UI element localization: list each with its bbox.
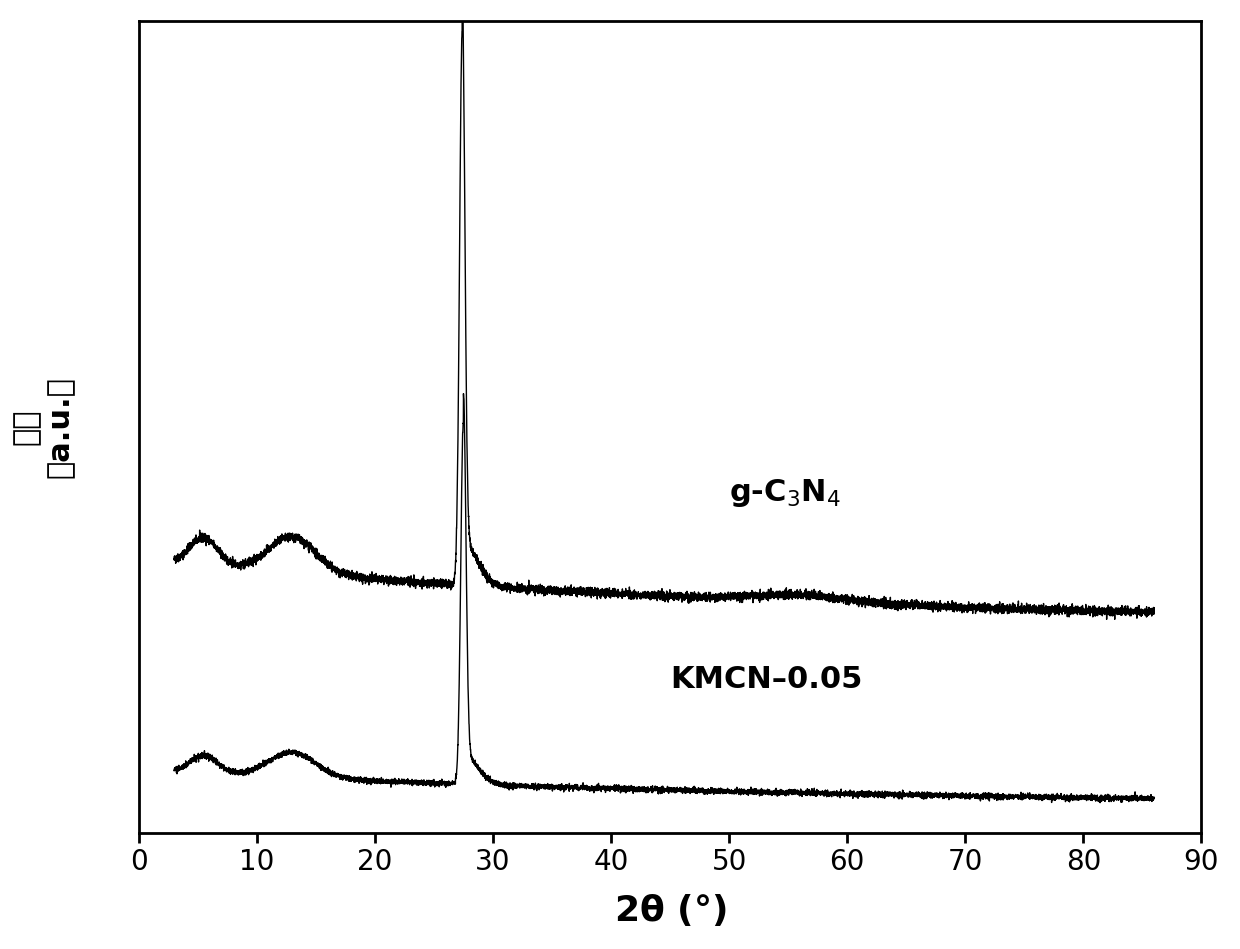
Text: g-C$_3$N$_4$: g-C$_3$N$_4$ [729,477,841,510]
Text: 强度
（a.u.）: 强度 （a.u.） [11,376,74,477]
X-axis label: 2$\bf{\theta}$ $\bf{(°)}$: 2$\bf{\theta}$ $\bf{(°)}$ [614,892,727,928]
Text: KMCN–0.05: KMCN–0.05 [670,665,862,695]
